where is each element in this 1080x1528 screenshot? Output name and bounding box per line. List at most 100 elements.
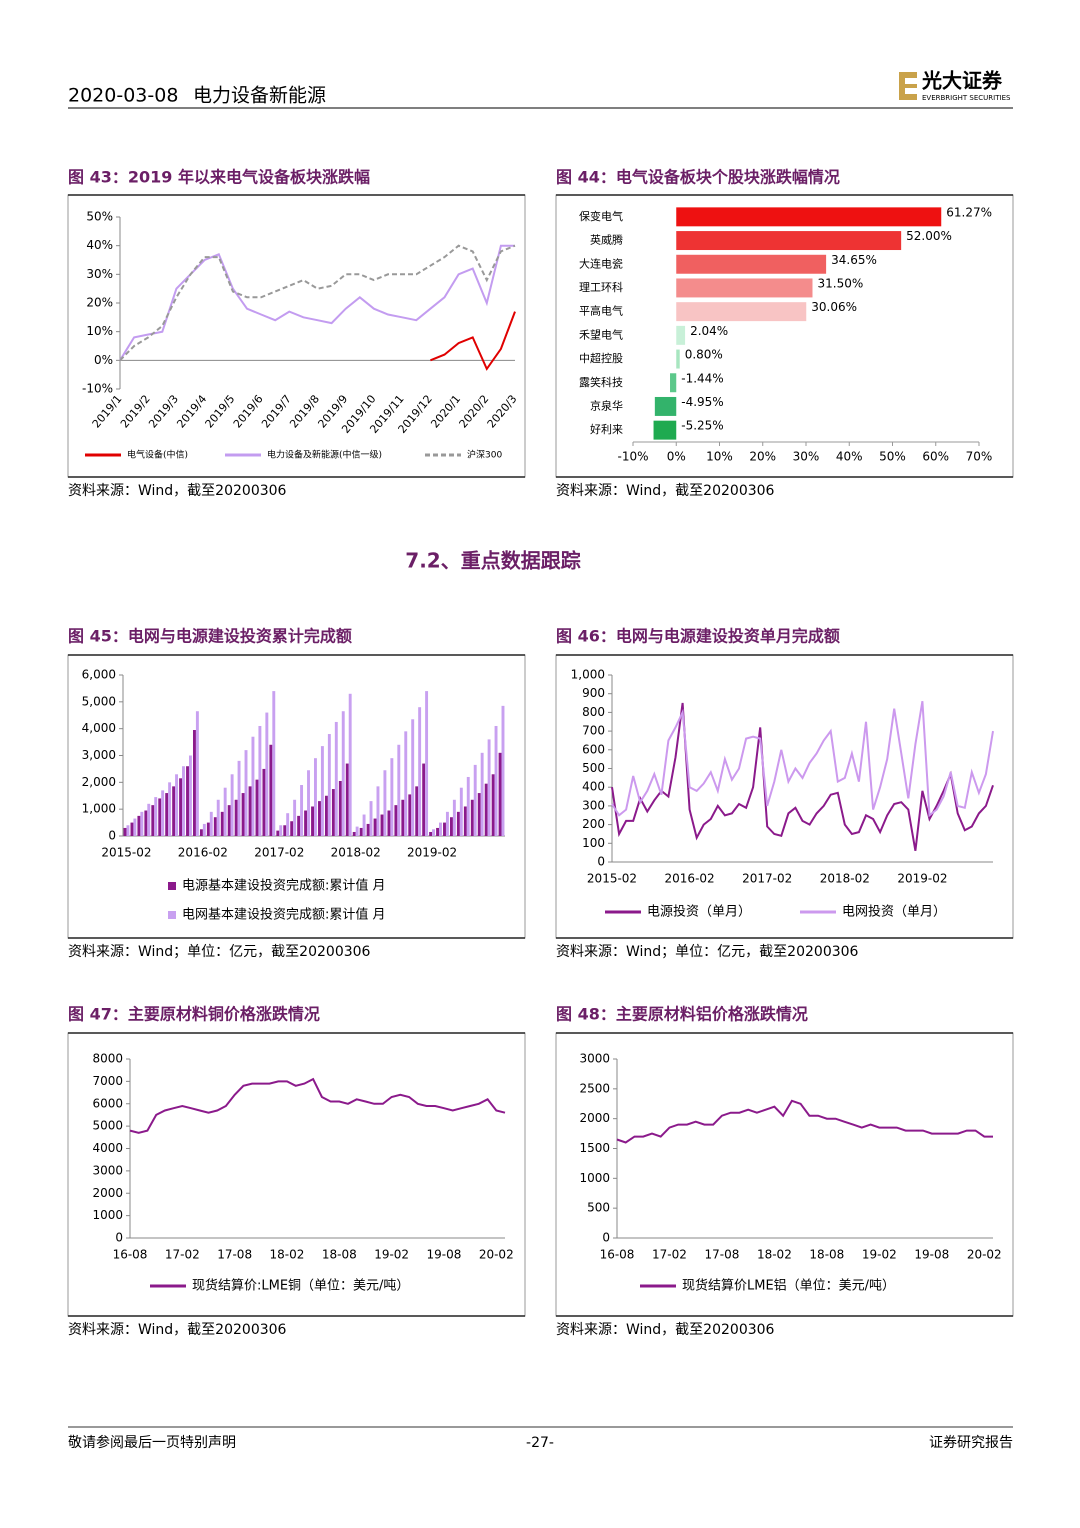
category-label: 露笑科技 bbox=[579, 375, 623, 389]
x-tick-label: 19-02 bbox=[862, 1248, 897, 1262]
bar bbox=[248, 786, 252, 836]
series-line bbox=[119, 244, 516, 362]
x-tick-label: 19-02 bbox=[374, 1248, 409, 1262]
bar bbox=[269, 744, 273, 836]
series-line bbox=[430, 311, 516, 371]
category-label: 中超控股 bbox=[579, 351, 623, 365]
bar bbox=[244, 750, 248, 836]
bar bbox=[676, 325, 686, 345]
x-tick-label: 2019/8 bbox=[287, 393, 322, 431]
y-tick-label: 1000 bbox=[579, 1171, 610, 1185]
legend-swatch bbox=[168, 911, 176, 919]
bar bbox=[439, 822, 442, 836]
bar bbox=[422, 763, 426, 836]
x-tick-label: 2019/3 bbox=[146, 393, 181, 431]
x-tick-label: 18-08 bbox=[809, 1248, 844, 1262]
bar bbox=[172, 786, 176, 836]
bar bbox=[154, 797, 158, 836]
x-tick-label: 2016-02 bbox=[178, 846, 228, 860]
bar bbox=[130, 822, 134, 836]
bar bbox=[436, 827, 440, 836]
figure-frame bbox=[67, 654, 526, 939]
bar bbox=[195, 711, 199, 836]
y-tick-label: 30% bbox=[86, 267, 113, 281]
bar bbox=[293, 799, 297, 836]
x-tick-label: 16-08 bbox=[600, 1248, 635, 1262]
figure-frame bbox=[555, 1032, 1014, 1317]
bar bbox=[676, 231, 902, 251]
x-tick-label: 18-02 bbox=[757, 1248, 792, 1262]
bar bbox=[320, 746, 324, 836]
bar bbox=[283, 825, 287, 836]
bar bbox=[258, 725, 262, 836]
bar bbox=[390, 758, 394, 836]
bar bbox=[297, 815, 301, 836]
bar bbox=[234, 799, 238, 836]
x-tick-label: 2019/7 bbox=[259, 393, 294, 431]
x-tick-label: 20% bbox=[749, 450, 776, 464]
x-tick-label: 17-02 bbox=[165, 1248, 200, 1262]
bar bbox=[286, 813, 290, 836]
logo-icon bbox=[899, 72, 917, 100]
bar bbox=[459, 787, 463, 836]
bar bbox=[137, 815, 141, 836]
bar bbox=[179, 778, 183, 836]
y-tick-label: 0 bbox=[597, 855, 605, 869]
bar bbox=[216, 799, 220, 836]
x-tick-label: 2018-02 bbox=[820, 872, 870, 886]
series-line bbox=[119, 244, 515, 361]
series-line bbox=[129, 1077, 506, 1134]
bar bbox=[206, 822, 210, 836]
x-tick-label: 2019/1 bbox=[90, 393, 125, 431]
bar bbox=[470, 799, 474, 836]
y-tick-label: 1,000 bbox=[571, 668, 605, 682]
y-tick-label: 3000 bbox=[92, 1163, 123, 1177]
y-tick-label: 4,000 bbox=[82, 721, 116, 735]
bar bbox=[265, 712, 269, 836]
bar bbox=[487, 739, 491, 836]
bar bbox=[418, 707, 422, 836]
bar bbox=[126, 825, 130, 836]
x-tick-label: 2019/6 bbox=[231, 393, 266, 431]
y-tick-label: 1000 bbox=[92, 1208, 123, 1222]
figure-title: 图 43：2019 年以来电气设备板块涨跌幅 bbox=[68, 168, 370, 187]
category-label: 保变电气 bbox=[579, 209, 623, 223]
bar bbox=[188, 755, 192, 836]
x-tick-label: 2018-02 bbox=[331, 846, 381, 860]
figure-title: 图 48：主要原材料铝价格涨跌情况 bbox=[556, 1005, 808, 1024]
footer-left: 敬请参阅最后一页特别声明 bbox=[68, 1434, 236, 1451]
bar bbox=[415, 786, 419, 836]
value-label: 34.65% bbox=[831, 253, 877, 267]
y-tick-label: 900 bbox=[582, 686, 605, 700]
x-tick-label: 2019/2 bbox=[118, 393, 153, 431]
bar bbox=[307, 770, 310, 836]
x-tick-label: 18-02 bbox=[270, 1248, 305, 1262]
bar bbox=[383, 770, 387, 836]
bar bbox=[397, 744, 401, 836]
header-date: 2020-03-08 bbox=[68, 85, 178, 107]
bar bbox=[213, 817, 217, 836]
bar bbox=[676, 207, 942, 227]
bar bbox=[276, 830, 280, 836]
logo-text: 光大证券 bbox=[921, 69, 1003, 93]
legend-label: 沪深300 bbox=[467, 449, 502, 461]
bar bbox=[202, 823, 206, 836]
figure-source: 资料来源：Wind，截至20200306 bbox=[68, 483, 287, 499]
x-tick-label: 0% bbox=[667, 450, 686, 464]
series-line bbox=[611, 702, 994, 851]
bar bbox=[227, 805, 231, 836]
bar bbox=[209, 811, 213, 836]
y-tick-label: 10% bbox=[86, 324, 113, 338]
bar bbox=[341, 711, 345, 836]
x-tick-label: 17-02 bbox=[652, 1248, 687, 1262]
bar bbox=[318, 801, 321, 836]
bar bbox=[272, 691, 276, 836]
logo-text-en: EVERBRIGHT SECURITIES bbox=[922, 94, 1011, 102]
bar bbox=[443, 822, 446, 836]
bar bbox=[411, 719, 415, 836]
bar bbox=[676, 349, 680, 369]
bar bbox=[380, 814, 384, 836]
y-tick-label: 0 bbox=[115, 1231, 123, 1245]
bar bbox=[366, 823, 370, 836]
value-label: -5.25% bbox=[681, 419, 723, 433]
